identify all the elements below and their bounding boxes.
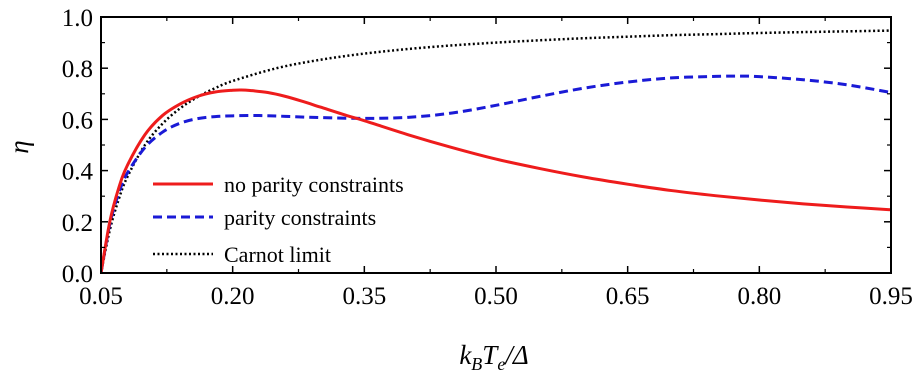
- legend-label-carnot-limit: Carnot limit: [224, 242, 331, 267]
- y-tick-label: 0.6: [62, 107, 93, 134]
- axes: 0.05 0.20 0.35 0.50 0.65 0.80 0.95 0.0 0.2 0.4 0.6…: [4, 5, 913, 374]
- x-tick-label: 0.05: [79, 283, 123, 310]
- y-tick-label: 1.0: [62, 5, 93, 32]
- x-label-t: T: [482, 340, 499, 370]
- series-line-parity-constraints: [101, 74, 891, 273]
- x-tick-label: 0.95: [869, 283, 913, 310]
- y-axis-label: η: [4, 140, 34, 153]
- legend-label-parity-constraints: parity constraints: [224, 205, 376, 230]
- x-axis-label: kBTe/Δ: [459, 340, 528, 374]
- plot-layer: [101, 29, 891, 273]
- x-tick-label: 0.20: [211, 283, 255, 310]
- x-label-delta: /Δ: [503, 340, 528, 370]
- series-line-carnot-limit: [101, 29, 891, 273]
- plot-frame: [100, 16, 892, 274]
- legend: no parity constraints parity constraints C…: [153, 172, 404, 267]
- x-tick-label: 0.80: [737, 283, 781, 310]
- y-tick-label: 0.4: [62, 159, 94, 186]
- y-tick-label: 0.2: [62, 210, 93, 237]
- legend-label-no-parity-constraints: no parity constraints: [224, 172, 404, 197]
- series-line-no-parity-constraints: [101, 88, 891, 273]
- x-tick-label: 0.50: [474, 283, 518, 310]
- x-tick-label: 0.35: [342, 283, 386, 310]
- x-tick-label: 0.65: [606, 283, 650, 310]
- y-tick-label: 0.8: [62, 56, 93, 83]
- x-label-k: k: [459, 340, 472, 370]
- x-label-sub-b: B: [471, 354, 482, 374]
- x-label-sub-e: e: [497, 354, 505, 374]
- y-tick-label: 0.0: [62, 261, 93, 288]
